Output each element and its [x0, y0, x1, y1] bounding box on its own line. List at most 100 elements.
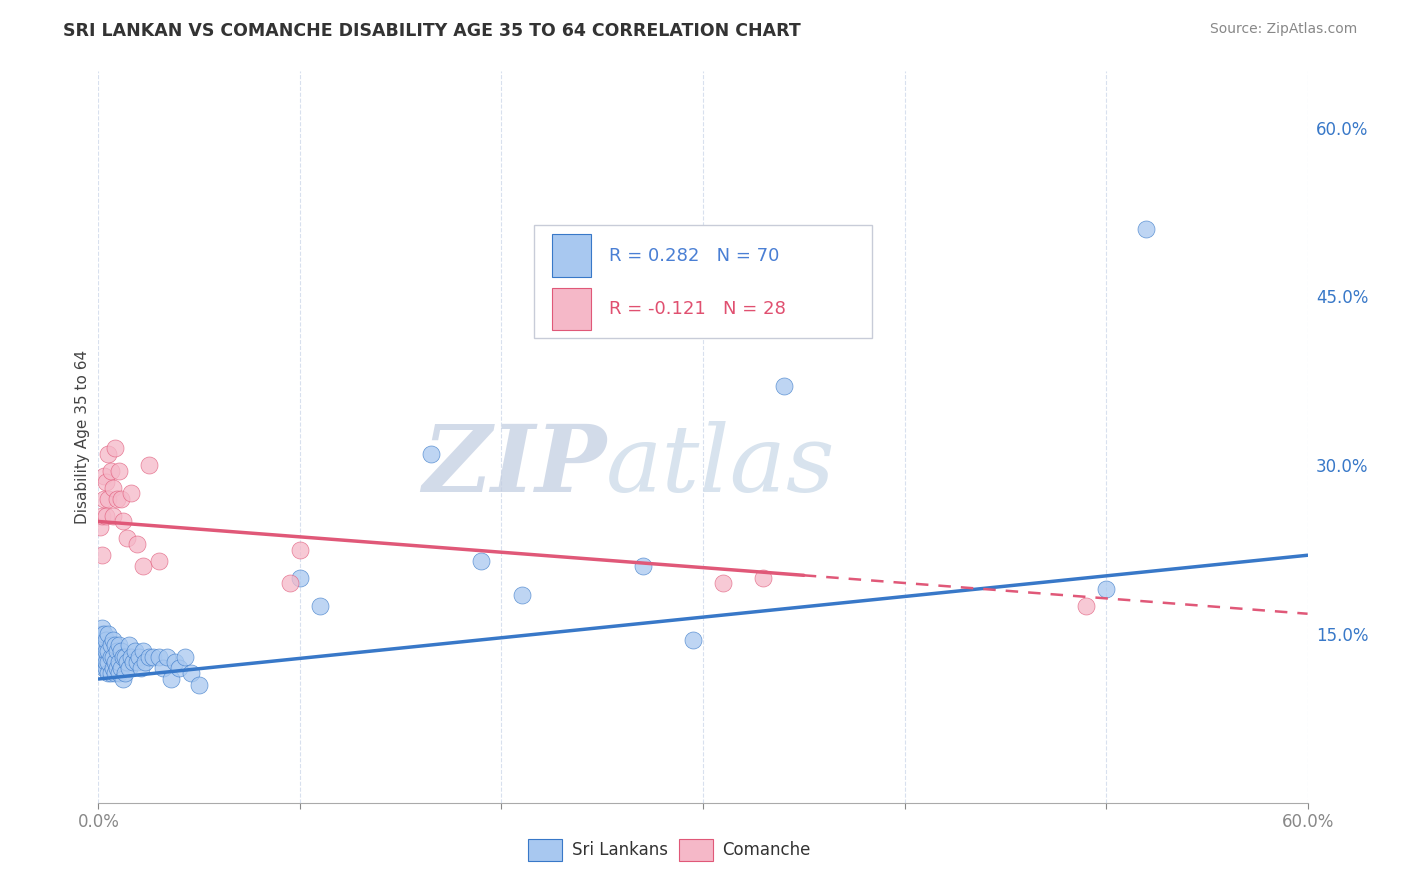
- Point: [93, 649, 115, 664]
- Point: [105, 644, 128, 658]
- Point: [107, 655, 129, 669]
- Point: [125, 537, 148, 551]
- Point: [180, 666, 202, 681]
- Point: [114, 666, 136, 681]
- Point: [510, 588, 533, 602]
- Text: ZIP: ZIP: [422, 421, 606, 511]
- Point: [103, 638, 125, 652]
- Bar: [527, 839, 561, 862]
- Point: [115, 532, 138, 546]
- Point: [132, 644, 155, 658]
- Point: [160, 672, 183, 686]
- Point: [103, 655, 125, 669]
- Point: [105, 661, 128, 675]
- Point: [156, 649, 179, 664]
- Point: [103, 666, 125, 681]
- Point: [97, 655, 120, 669]
- Point: [101, 508, 124, 523]
- Point: [163, 655, 186, 669]
- Point: [91, 621, 114, 635]
- Point: [101, 661, 124, 675]
- Point: [111, 515, 134, 529]
- Point: [114, 649, 136, 664]
- Point: [101, 481, 124, 495]
- Text: R = 0.282   N = 70: R = 0.282 N = 70: [609, 247, 779, 265]
- Point: [89, 649, 111, 664]
- Point: [97, 627, 120, 641]
- Point: [711, 576, 734, 591]
- Text: Sri Lankans: Sri Lankans: [572, 841, 668, 859]
- Point: [631, 559, 654, 574]
- Point: [93, 491, 115, 506]
- Point: [152, 661, 174, 675]
- Point: [132, 559, 155, 574]
- Text: atlas: atlas: [606, 421, 835, 511]
- Text: R = -0.121   N = 28: R = -0.121 N = 28: [609, 300, 786, 318]
- Point: [96, 632, 118, 647]
- Point: [111, 672, 134, 686]
- Point: [118, 638, 141, 652]
- Point: [101, 632, 124, 647]
- Point: [93, 627, 115, 641]
- Point: [97, 666, 120, 681]
- Point: [288, 542, 311, 557]
- Point: [188, 678, 211, 692]
- Point: [278, 576, 301, 591]
- Point: [91, 627, 114, 641]
- Point: [148, 554, 170, 568]
- Point: [97, 644, 120, 658]
- Point: [125, 655, 148, 669]
- Point: [97, 491, 120, 506]
- Text: Comanche: Comanche: [723, 841, 811, 859]
- Point: [100, 666, 122, 681]
- Point: [120, 486, 142, 500]
- Point: [138, 649, 160, 664]
- Point: [174, 649, 197, 664]
- Point: [105, 491, 128, 506]
- Point: [91, 548, 114, 562]
- Y-axis label: Disability Age 35 to 64: Disability Age 35 to 64: [75, 350, 90, 524]
- Point: [96, 508, 118, 523]
- Bar: [551, 235, 591, 277]
- Point: [420, 447, 443, 461]
- Point: [682, 632, 704, 647]
- Point: [100, 649, 122, 664]
- Point: [93, 661, 115, 675]
- Point: [110, 661, 132, 675]
- Point: [470, 554, 492, 568]
- Bar: [679, 839, 713, 862]
- Point: [309, 599, 332, 613]
- Point: [89, 632, 111, 647]
- Point: [107, 464, 129, 478]
- Point: [167, 661, 190, 675]
- Point: [142, 649, 165, 664]
- Point: [110, 644, 132, 658]
- Point: [97, 447, 120, 461]
- Point: [120, 649, 142, 664]
- Point: [107, 666, 129, 681]
- Text: SRI LANKAN VS COMANCHE DISABILITY AGE 35 TO 64 CORRELATION CHART: SRI LANKAN VS COMANCHE DISABILITY AGE 35…: [63, 22, 801, 40]
- Point: [96, 475, 118, 489]
- Point: [103, 442, 125, 456]
- Point: [115, 655, 138, 669]
- Point: [93, 469, 115, 483]
- Point: [110, 491, 132, 506]
- Point: [96, 644, 118, 658]
- Point: [96, 655, 118, 669]
- Point: [128, 649, 150, 664]
- Point: [148, 649, 170, 664]
- Point: [772, 379, 794, 393]
- Point: [93, 638, 115, 652]
- Point: [111, 649, 134, 664]
- Point: [1135, 222, 1157, 236]
- Point: [100, 638, 122, 652]
- Point: [107, 638, 129, 652]
- Point: [91, 655, 114, 669]
- Point: [96, 661, 118, 675]
- Point: [91, 508, 114, 523]
- Point: [124, 644, 146, 658]
- Point: [138, 458, 160, 473]
- Point: [100, 464, 122, 478]
- Point: [752, 571, 775, 585]
- Point: [118, 661, 141, 675]
